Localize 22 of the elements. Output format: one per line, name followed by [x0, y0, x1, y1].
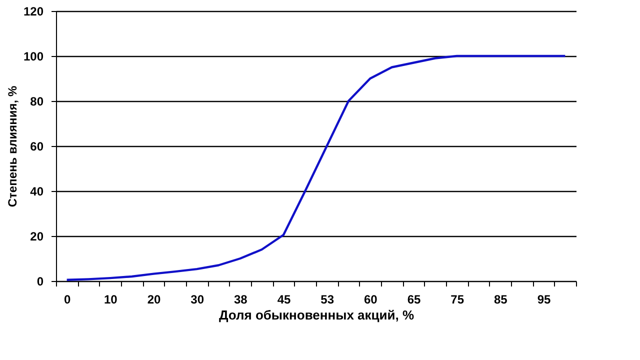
y-tick-label: 20 — [30, 230, 44, 244]
x-axis-title: Доля обыкновенных акций, % — [218, 308, 414, 322]
x-tick-label: 38 — [234, 292, 248, 306]
y-tick-label: 120 — [23, 4, 44, 18]
x-tick-label: 10 — [104, 292, 118, 306]
x-tick-label: 20 — [147, 292, 161, 306]
line-series — [66, 54, 566, 281]
y-tick-label: 40 — [30, 184, 44, 198]
x-tick-label: 45 — [277, 292, 291, 306]
y-axis-title: Степень влияния, % — [5, 86, 20, 208]
x-tick-label: 65 — [407, 292, 421, 306]
y-tick-label: 0 — [36, 274, 44, 288]
x-tick-label: 0 — [64, 292, 71, 306]
x-tick-label: 95 — [537, 292, 551, 306]
y-tick-label: 100 — [23, 50, 44, 64]
x-tick-label: 75 — [450, 292, 464, 306]
x-tick-label: 60 — [364, 292, 378, 306]
x-tick-label: 85 — [494, 292, 508, 306]
y-tick-label: 80 — [30, 94, 44, 108]
y-tick-label: 60 — [30, 140, 44, 154]
x-tick-label: 30 — [190, 292, 204, 306]
x-tick-label: 53 — [320, 292, 334, 306]
